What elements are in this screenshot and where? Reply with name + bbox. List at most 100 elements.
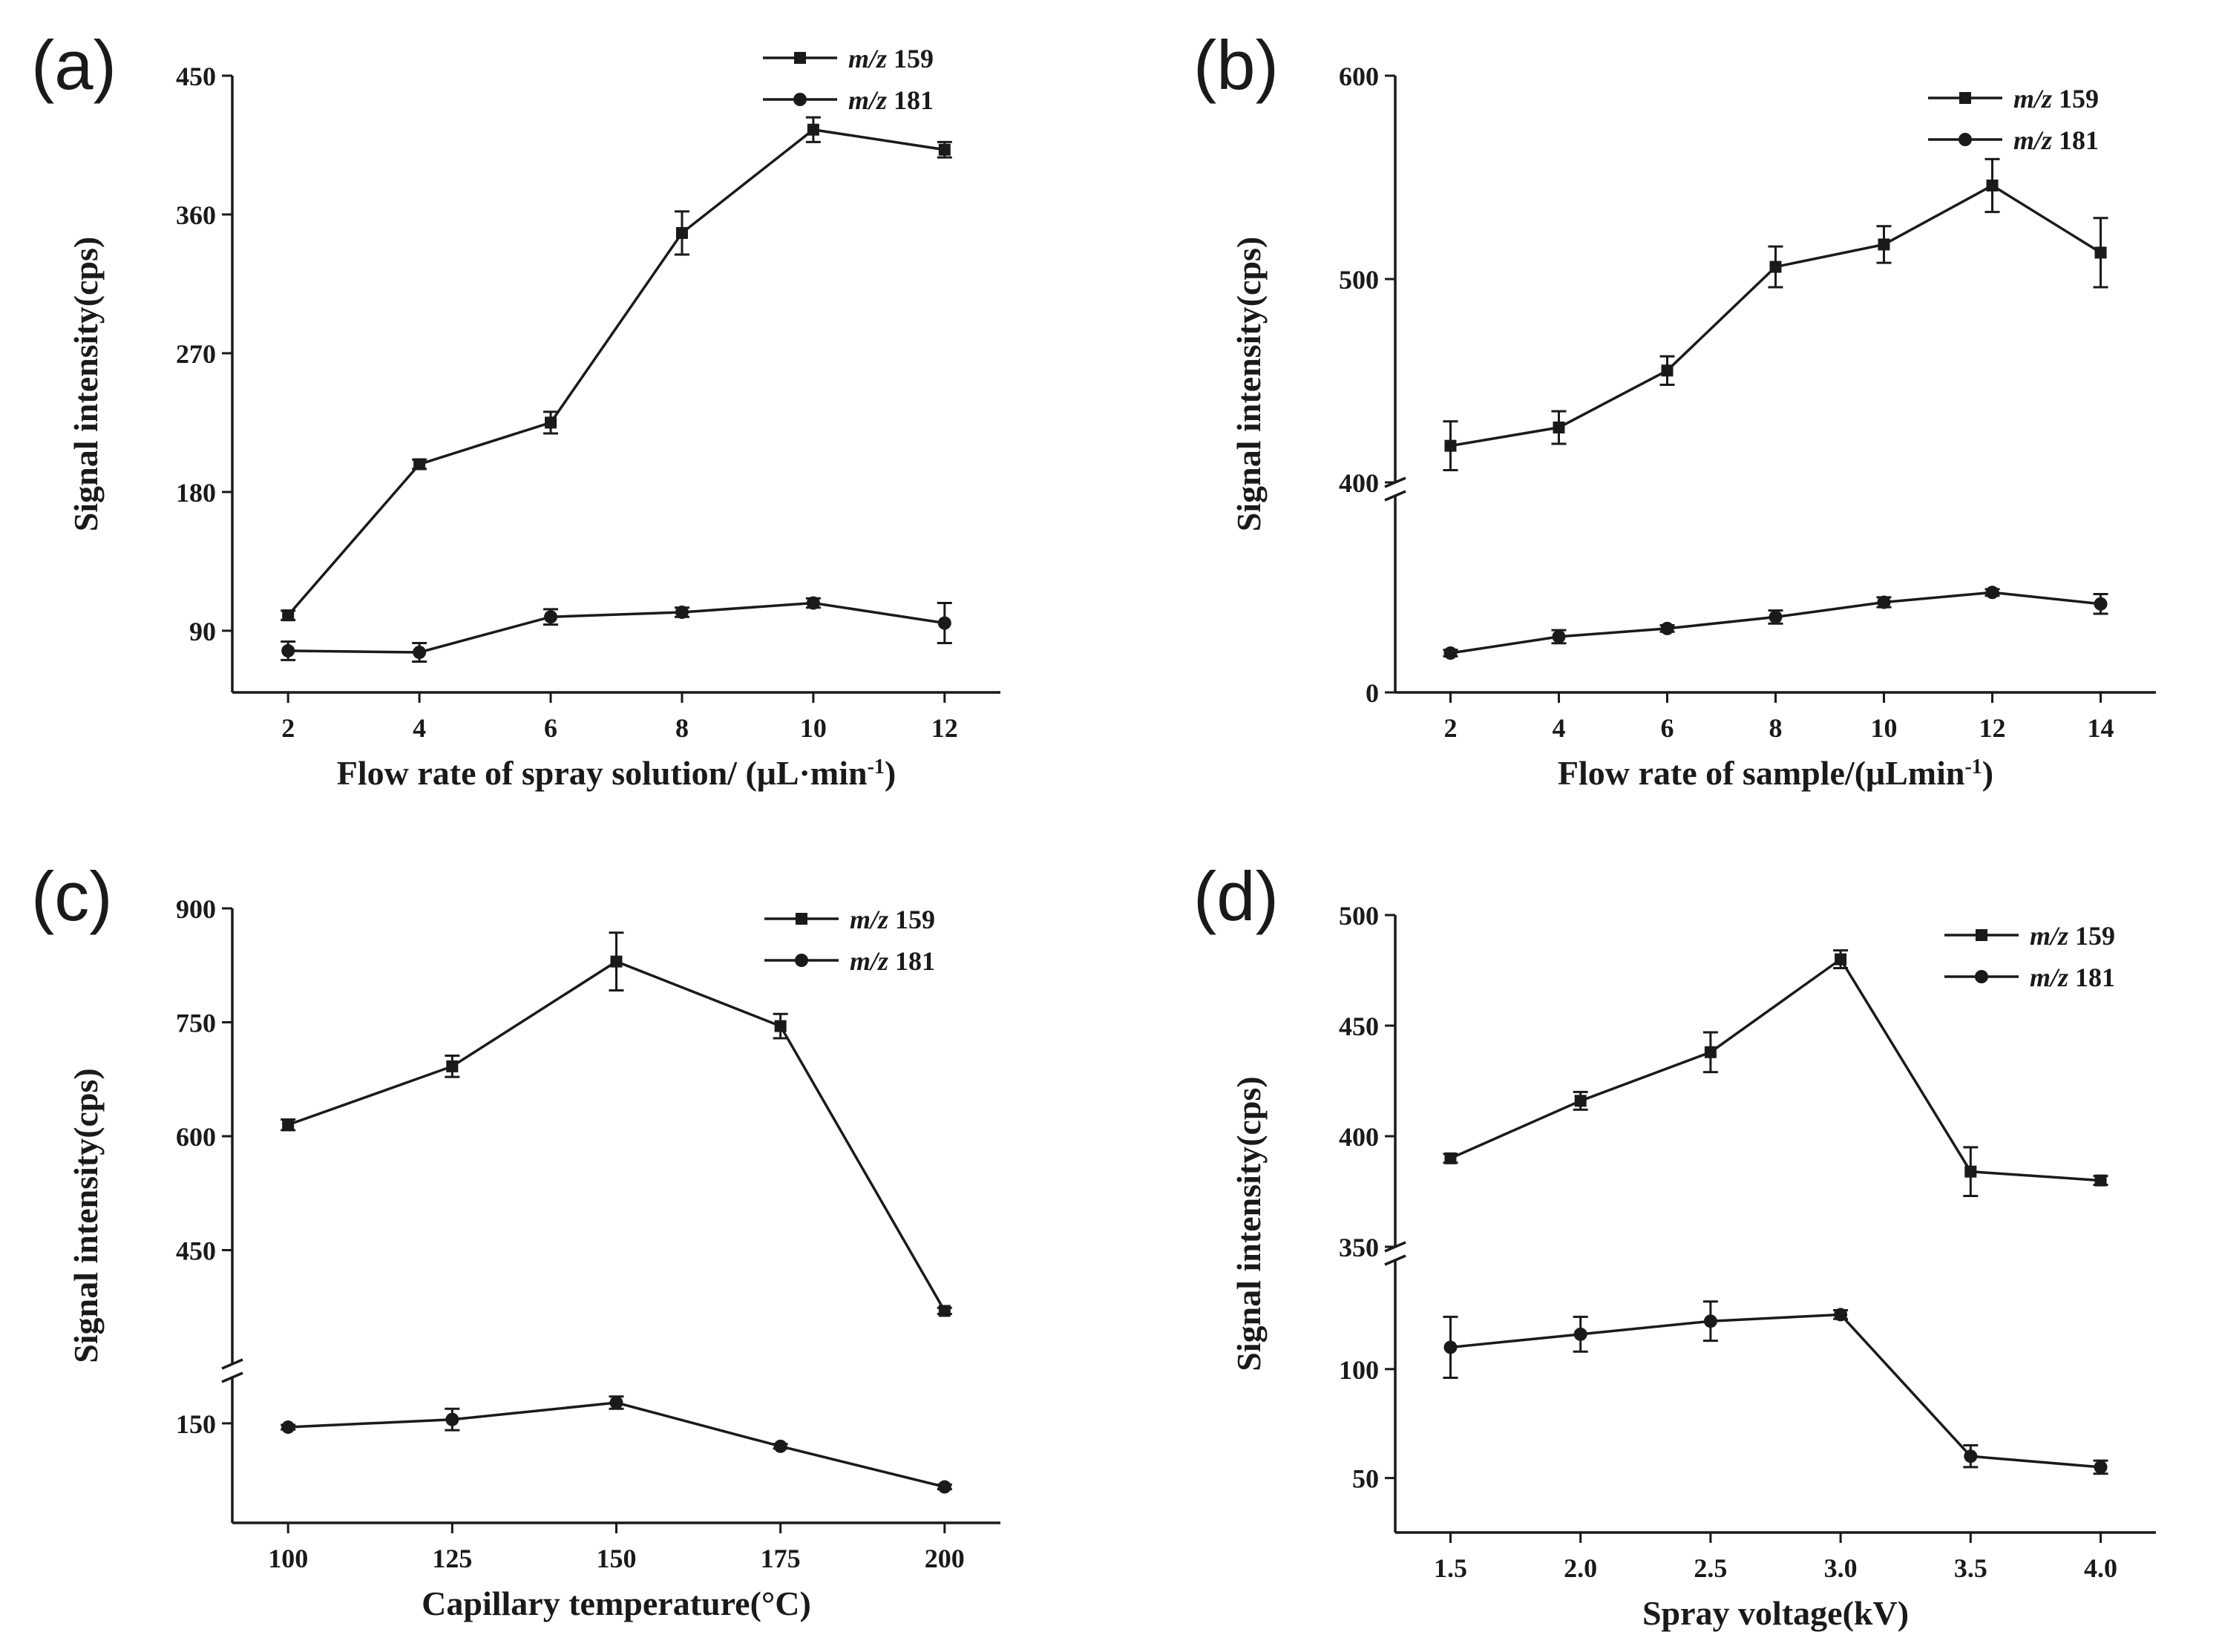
- x-tick-label: 3.5: [1954, 1553, 1987, 1583]
- axis-break-mark: [1384, 490, 1406, 502]
- data-point: [1703, 1314, 1717, 1328]
- data-point: [1574, 1095, 1587, 1107]
- chart-panel-3: (c) 100 125 150 175 200 150 450 600 750 900 Capilla…: [31, 857, 1000, 1622]
- panel-label: (b): [1193, 26, 1279, 104]
- data-point: [1444, 439, 1457, 452]
- data-point: [1552, 629, 1566, 643]
- y-tick-label: 750: [176, 1009, 216, 1038]
- data-point: [445, 1412, 459, 1426]
- series-line: [288, 601, 945, 654]
- x-tick-label: 14: [2088, 713, 2114, 743]
- y-tick-label: 50: [1352, 1464, 1379, 1494]
- data-point: [1660, 621, 1674, 635]
- y-tick-label: 270: [176, 339, 216, 369]
- axis-break-mark: [221, 1371, 243, 1383]
- x-tick-label: 6: [544, 713, 557, 743]
- legend-label: m/z 181: [848, 85, 934, 115]
- legend: m/z 159 m/z 181: [1944, 921, 2115, 992]
- data-point: [2094, 1460, 2108, 1474]
- legend: m/z 159 m/z 181: [1928, 84, 2099, 155]
- data-point: [806, 596, 820, 610]
- y-tick-label: 600: [1339, 62, 1379, 91]
- x-tick-label: 125: [432, 1544, 472, 1573]
- series-line: [1449, 957, 2101, 1182]
- panel-label: (a): [31, 26, 117, 104]
- x-tick-label: 100: [268, 1544, 308, 1573]
- legend-marker: [1959, 92, 1971, 104]
- y-axis-title: Signal intensity(cps): [1230, 1076, 1268, 1371]
- data-point: [938, 1305, 951, 1317]
- x-axis-title: Spray voltage(kV): [1642, 1594, 1909, 1632]
- y-tick-label: 900: [176, 894, 216, 924]
- data-point: [446, 1060, 459, 1072]
- data-point: [609, 1396, 623, 1410]
- y-tick-label: 500: [1339, 265, 1379, 295]
- data-point: [2094, 1174, 2107, 1187]
- data-point: [1443, 1340, 1458, 1354]
- x-tick-label: 6: [1660, 713, 1674, 743]
- y-tick-label: 450: [1339, 1012, 1379, 1041]
- data-point: [545, 416, 557, 429]
- data-point: [1878, 238, 1890, 251]
- x-tick-label: 8: [1769, 713, 1783, 743]
- legend-marker: [1976, 929, 1987, 941]
- data-point: [675, 226, 688, 239]
- y-tick-label: 360: [176, 200, 216, 230]
- series-mz159: [1443, 157, 2108, 472]
- legend-marker: [794, 52, 806, 64]
- legend-marker: [1959, 133, 1972, 146]
- data-point: [937, 1480, 951, 1494]
- chart-panel-2: (b) 2 4 6 8 10 12 14 0 400 500 600 Flow rate of samp…: [1193, 26, 2156, 792]
- data-point: [1964, 1449, 1978, 1463]
- data-point: [610, 955, 623, 968]
- y-tick-label: 450: [176, 1236, 216, 1266]
- data-point: [282, 1118, 295, 1131]
- series-line: [287, 960, 946, 1312]
- legend: m/z 159 m/z 181: [764, 905, 935, 976]
- data-point: [774, 1020, 787, 1032]
- data-point: [1986, 179, 1999, 191]
- x-tick-label: 175: [761, 1544, 801, 1573]
- legend-label: m/z 159: [850, 905, 935, 934]
- data-point: [807, 123, 819, 136]
- legend-label: m/z 181: [2030, 963, 2115, 992]
- data-point: [1443, 646, 1458, 660]
- y-tick-label: 100: [1339, 1355, 1379, 1385]
- data-point: [1985, 586, 1999, 600]
- x-tick-label: 3.0: [1824, 1553, 1858, 1583]
- x-tick-label: 4: [413, 713, 426, 743]
- legend-marker: [1975, 970, 1988, 983]
- data-point: [544, 610, 558, 624]
- x-tick-label: 8: [675, 713, 689, 743]
- legend-label: m/z 181: [2013, 125, 2099, 155]
- data-point: [1553, 422, 1565, 434]
- data-point: [282, 609, 295, 622]
- data-point: [413, 458, 426, 471]
- x-tick-label: 2: [1443, 713, 1457, 743]
- series-line: [1450, 183, 2102, 448]
- data-point: [1877, 595, 1891, 609]
- legend-marker: [795, 954, 808, 967]
- chart-panel-1: (a) 2 4 6 8 10 12 90 180 270 360 450 Flow rate of sp…: [31, 26, 1000, 792]
- x-tick-label: 200: [925, 1544, 965, 1573]
- data-point: [413, 645, 427, 659]
- data-point: [1573, 1327, 1587, 1341]
- x-tick-label: 1.5: [1434, 1553, 1467, 1583]
- series-line: [288, 1401, 945, 1489]
- data-point: [937, 616, 951, 630]
- x-axis-title: Flow rate of sample/(μLmin-1): [1558, 754, 1993, 792]
- y-tick-label: 350: [1339, 1233, 1379, 1262]
- panel-label: (c): [31, 857, 113, 935]
- y-tick-label: 600: [176, 1122, 216, 1152]
- series-line: [286, 128, 945, 617]
- data-point: [1835, 953, 1847, 966]
- x-tick-label: 2.0: [1564, 1553, 1597, 1583]
- x-tick-label: 4: [1552, 713, 1565, 743]
- series-mz159: [281, 931, 952, 1317]
- series-mz181: [1443, 1300, 2108, 1475]
- data-point: [1769, 260, 1782, 273]
- data-point: [281, 1420, 295, 1435]
- data-point: [2094, 597, 2108, 611]
- y-axis-title: Signal intensity(cps): [67, 1068, 105, 1363]
